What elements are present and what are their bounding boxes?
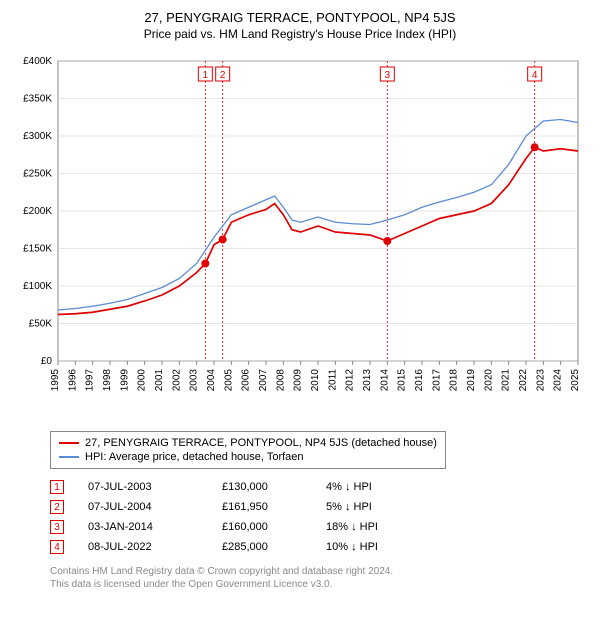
svg-text:2020: 2020 [483,369,494,392]
svg-text:2001: 2001 [154,369,165,392]
svg-text:2000: 2000 [137,369,148,392]
transaction-price: £285,000 [222,541,302,553]
transaction-date: 08-JUL-2022 [88,541,198,553]
svg-text:2006: 2006 [241,369,252,392]
svg-text:1995: 1995 [50,369,61,392]
svg-text:£400K: £400K [23,56,52,67]
attribution: Contains HM Land Registry data © Crown c… [50,565,570,591]
svg-text:2008: 2008 [275,369,286,392]
legend-label: 27, PENYGRAIG TERRACE, PONTYPOOL, NP4 5J… [85,437,437,449]
legend-item: HPI: Average price, detached house, Torf… [59,450,437,464]
transaction-date: 07-JUL-2004 [88,501,198,513]
transaction-price: £130,000 [222,481,302,493]
transaction-row: 4 08-JUL-2022 £285,000 10% ↓ HPI [50,537,570,557]
svg-text:2003: 2003 [189,369,200,392]
svg-text:2023: 2023 [535,369,546,392]
transaction-price: £161,950 [222,501,302,513]
transaction-marker: 4 [50,540,64,554]
transaction-date: 03-JAN-2014 [88,521,198,533]
svg-text:2024: 2024 [553,369,564,392]
svg-text:£0: £0 [41,356,53,367]
svg-text:£250K: £250K [23,169,52,180]
svg-text:2002: 2002 [171,369,182,392]
transaction-pct: 10% ↓ HPI [326,541,426,553]
svg-text:2019: 2019 [466,369,477,392]
svg-text:1996: 1996 [67,369,78,392]
legend-label: HPI: Average price, detached house, Torf… [85,451,304,463]
svg-text:£50K: £50K [29,319,53,330]
transaction-marker: 1 [50,480,64,494]
transaction-row: 2 07-JUL-2004 £161,950 5% ↓ HPI [50,497,570,517]
svg-text:2025: 2025 [570,369,581,392]
svg-text:£300K: £300K [23,131,52,142]
svg-text:1999: 1999 [119,369,130,392]
transaction-price: £160,000 [222,521,302,533]
chart-title: 27, PENYGRAIG TERRACE, PONTYPOOL, NP4 5J… [10,10,590,25]
chart-container: 27, PENYGRAIG TERRACE, PONTYPOOL, NP4 5J… [0,0,600,599]
transaction-marker: 3 [50,520,64,534]
legend-swatch [59,456,79,458]
svg-text:2007: 2007 [258,369,269,392]
transaction-date: 07-JUL-2003 [88,481,198,493]
legend-swatch [59,442,79,444]
legend: 27, PENYGRAIG TERRACE, PONTYPOOL, NP4 5J… [50,431,446,469]
svg-text:2018: 2018 [449,369,460,392]
attribution-line: Contains HM Land Registry data © Crown c… [50,565,570,578]
svg-text:£150K: £150K [23,244,52,255]
svg-text:£100K: £100K [23,281,52,292]
transaction-pct: 5% ↓ HPI [326,501,426,513]
svg-text:2010: 2010 [310,369,321,392]
transaction-pct: 4% ↓ HPI [326,481,426,493]
svg-text:3: 3 [385,70,391,81]
transaction-pct: 18% ↓ HPI [326,521,426,533]
svg-text:2013: 2013 [362,369,373,392]
svg-text:2016: 2016 [414,369,425,392]
svg-text:2004: 2004 [206,369,217,392]
svg-text:2: 2 [220,70,226,81]
svg-text:4: 4 [532,70,538,81]
line-chart-svg: £0 £50K £100K £150K £200K £250K £300K £350K £400… [10,51,590,421]
transaction-row: 1 07-JUL-2003 £130,000 4% ↓ HPI [50,477,570,497]
svg-text:1998: 1998 [102,369,113,392]
svg-text:2015: 2015 [397,369,408,392]
svg-text:2014: 2014 [379,369,390,392]
svg-text:2021: 2021 [501,369,512,392]
svg-text:£350K: £350K [23,94,52,105]
svg-text:2005: 2005 [223,369,234,392]
svg-text:2009: 2009 [293,369,304,392]
transaction-table: 1 07-JUL-2003 £130,000 4% ↓ HPI 2 07-JUL-2004… [50,477,570,557]
transaction-marker: 2 [50,500,64,514]
svg-text:2022: 2022 [518,369,529,392]
legend-item: 27, PENYGRAIG TERRACE, PONTYPOOL, NP4 5J… [59,436,437,450]
svg-text:1997: 1997 [85,369,96,392]
chart-area: £0 £50K £100K £150K £200K £250K £300K £350K £400… [10,51,590,421]
svg-text:2012: 2012 [345,369,356,392]
svg-text:2011: 2011 [327,369,338,391]
svg-text:2017: 2017 [431,369,442,392]
transaction-row: 3 03-JAN-2014 £160,000 18% ↓ HPI [50,517,570,537]
svg-text:1: 1 [203,70,209,81]
chart-subtitle: Price paid vs. HM Land Registry's House … [10,27,590,41]
svg-text:£200K: £200K [23,206,52,217]
attribution-line: This data is licensed under the Open Gov… [50,578,570,591]
